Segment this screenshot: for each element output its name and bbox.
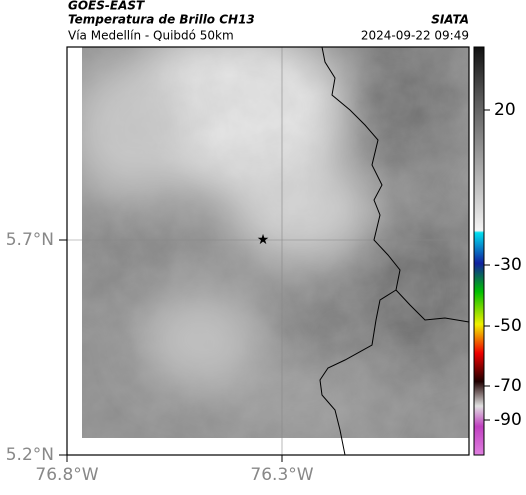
city-marker: ★ [257, 232, 270, 248]
agency: SIATA [431, 13, 469, 27]
datetime: 2024-09-22 09:49 [361, 29, 469, 43]
colorbar [473, 46, 485, 456]
colorbar-label: -70 [494, 376, 522, 396]
title: Temperatura de Brillo CH13 [68, 13, 255, 27]
lat-label: 5.7°N [6, 230, 54, 250]
boundary [395, 289, 470, 323]
satellite-image [82, 47, 469, 438]
colorbar-label: -90 [494, 410, 522, 430]
lon-label: 76.8°W [35, 465, 98, 485]
lon-label: 76.3°W [250, 465, 313, 485]
boundary [319, 46, 401, 456]
source: GOES-EAST [68, 0, 145, 13]
colorbar-label: -50 [494, 316, 522, 336]
lat-label: 5.2°N [6, 445, 54, 465]
subtitle: Vía Medellín - Quibdó 50km [68, 29, 234, 43]
map-frame [66, 46, 470, 456]
colorbar-label: -30 [494, 255, 522, 275]
colorbar-label: 20 [494, 100, 516, 120]
